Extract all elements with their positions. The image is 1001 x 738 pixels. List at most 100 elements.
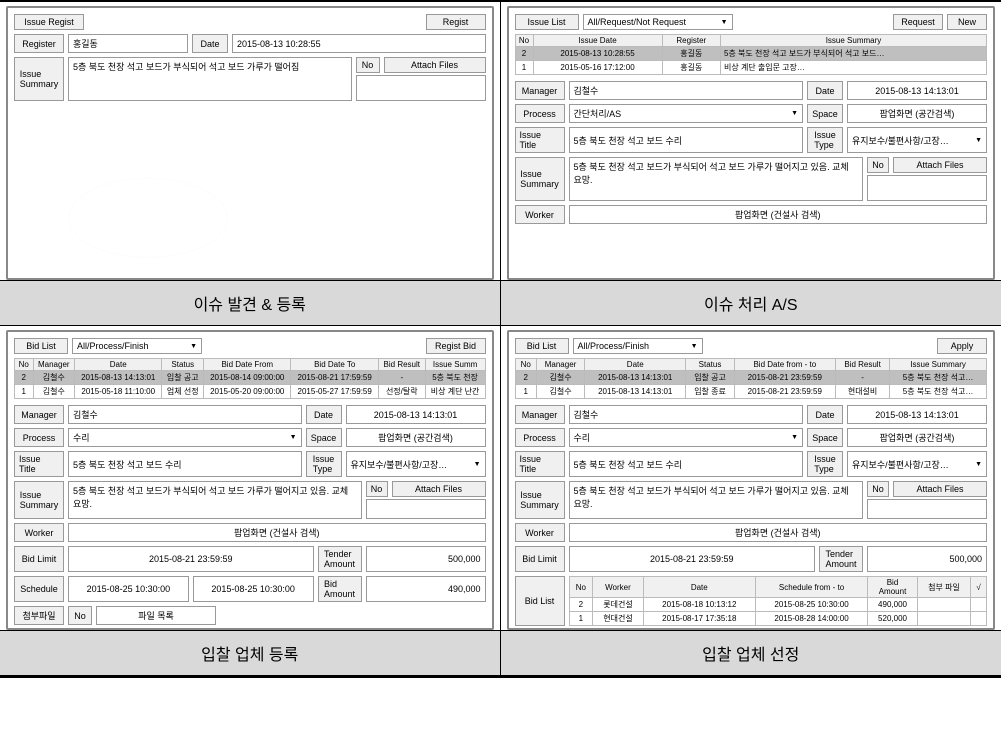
caption-3: 입찰 업체 등록	[0, 630, 501, 676]
bid-table: NoManagerDateStatusBid Date FromBid Date…	[14, 358, 486, 399]
attach-files-label: Attach Files	[893, 157, 987, 173]
worker-label: Worker	[515, 205, 565, 224]
bid-regist-panel: Bid List All/Process/Finish▼ Regist Bid …	[6, 330, 494, 630]
manager-label: Manager	[14, 405, 64, 424]
bid-limit-label: Bid Limit	[515, 546, 565, 572]
worker-value[interactable]: 팝업화면 (건설사 검색)	[569, 205, 988, 224]
bid-select-panel: Bid List All/Process/Finish▼ Apply NoMan…	[507, 330, 996, 630]
chevron-down-icon: ▼	[975, 461, 982, 468]
summary-value[interactable]: 5층 북도 천장 석고 보드가 부식되어 석고 보드 가루가 떨어지고 있음. …	[569, 157, 864, 201]
attach-area[interactable]	[366, 499, 486, 519]
bid-amount-value[interactable]: 490,000	[366, 576, 486, 602]
manager-value: 김철수	[569, 81, 804, 100]
chevron-down-icon: ▼	[474, 461, 481, 468]
process-dropdown[interactable]: 수리▼	[569, 428, 804, 447]
tender-amount-value[interactable]: 500,000	[366, 546, 486, 572]
process-dropdown[interactable]: 간단처리/AS▼	[569, 104, 804, 123]
chevron-down-icon: ▼	[791, 434, 798, 441]
process-label: Process	[515, 104, 565, 123]
issue-title-label: Issue Title	[14, 451, 64, 477]
attach2-list[interactable]: 파일 목록	[96, 606, 216, 625]
tender-amount-label: Tender Amount	[318, 546, 362, 572]
filter-dropdown[interactable]: All/Process/Finish▼	[573, 338, 703, 354]
worker-bid-table: NoWorkerDateSchedule from - toBid Amount…	[569, 576, 988, 626]
regist-bid-button[interactable]: Regist Bid	[426, 338, 486, 354]
caption-4: 입찰 업체 선정	[501, 630, 1001, 676]
date-label: Date	[306, 405, 342, 424]
space-label: Space	[807, 104, 843, 123]
bid-limit-value[interactable]: 2015-08-21 23:59:59	[569, 546, 816, 572]
manager-label: Manager	[515, 405, 565, 424]
panel-title: Bid List	[14, 338, 68, 354]
schedule-from[interactable]: 2015-08-25 10:30:00	[68, 576, 189, 602]
summary-value[interactable]: 5층 북도 천장 석고 보드가 부식되어 석고 보드 가루가 떨어짐	[68, 57, 352, 101]
process-label: Process	[515, 428, 565, 447]
date-label: Date	[192, 34, 228, 53]
apply-button[interactable]: Apply	[937, 338, 987, 354]
schedule-to[interactable]: 2015-08-25 10:30:00	[193, 576, 314, 602]
filter-dropdown[interactable]: All/Request/Not Request▼	[583, 14, 733, 30]
issue-title-value[interactable]: 5층 북도 천장 석고 보드 수리	[569, 451, 804, 477]
schedule-label: Schedule	[14, 576, 64, 602]
chevron-down-icon: ▼	[190, 343, 197, 350]
summary-value[interactable]: 5층 북도 천장 석고 보드가 부식되어 석고 보드 가루가 떨어지고 있음. …	[569, 481, 864, 519]
bottom-row: Bid List All/Process/Finish▼ Regist Bid …	[0, 326, 1001, 630]
summary-label: Issue Summary	[14, 57, 64, 101]
issue-title-value[interactable]: 5층 북도 천장 석고 보드 수리	[68, 451, 302, 477]
tender-amount-label: Tender Amount	[819, 546, 863, 572]
register-label: Register	[14, 34, 64, 53]
summary-value[interactable]: 5층 북도 천장 석고 보드가 부식되어 석고 보드 가루가 떨어지고 있음. …	[68, 481, 362, 519]
chevron-down-icon: ▼	[691, 343, 698, 350]
issue-type-dropdown[interactable]: 유지보수/불편사항/고장…▼	[346, 451, 486, 477]
issue-title-label: Issue Title	[515, 451, 565, 477]
bid-limit-value[interactable]: 2015-08-21 23:59:59	[68, 546, 314, 572]
issue-title-value[interactable]: 5층 북도 천장 석고 보드 수리	[569, 127, 804, 153]
process-label: Process	[14, 428, 64, 447]
issue-type-dropdown[interactable]: 유지보수/불편사항/고장…▼	[847, 127, 987, 153]
attach-no-label: No	[366, 481, 388, 497]
attach-no-label: No	[356, 57, 380, 73]
tender-amount-value[interactable]: 500,000	[867, 546, 987, 572]
space-value[interactable]: 팝업화면 (공간검색)	[346, 428, 486, 447]
table-row[interactable]: 2김철수2015-08-13 14:13:01입찰 공고2015-08-14 0…	[15, 371, 486, 385]
table-row[interactable]: 1현대건설2015-08-17 17:35:182015-08-28 14:00…	[569, 612, 987, 626]
bid-limit-label: Bid Limit	[14, 546, 64, 572]
caption-1: 이슈 발견 & 등록	[0, 280, 501, 326]
issue-list-panel: Issue List All/Request/Not Request▼ Requ…	[507, 6, 996, 280]
space-value[interactable]: 팝업화면 (공간검색)	[847, 104, 987, 123]
top-row: Issue Regist Regist Register 홍길동 Date 20…	[0, 2, 1001, 280]
table-row[interactable]: 2롯데건설2015-08-18 10:13:122015-08-25 10:30…	[569, 598, 987, 612]
table-row[interactable]: 22015-08-13 10:28:55홍길동5층 북도 천장 석고 보드가 부…	[515, 47, 987, 61]
process-dropdown[interactable]: 수리▼	[68, 428, 302, 447]
attach-area[interactable]	[867, 175, 987, 201]
chevron-down-icon: ▼	[290, 434, 297, 441]
request-button[interactable]: Request	[893, 14, 943, 30]
space-value[interactable]: 팝업화면 (공간검색)	[847, 428, 987, 447]
attach-area[interactable]	[867, 499, 987, 519]
chevron-down-icon: ▼	[975, 137, 982, 144]
filter-dropdown[interactable]: All/Process/Finish▼	[72, 338, 202, 354]
date-label: Date	[807, 405, 843, 424]
attach-area[interactable]	[356, 75, 486, 101]
manager-value: 김철수	[68, 405, 302, 424]
space-label: Space	[807, 428, 843, 447]
regist-button[interactable]: Regist	[426, 14, 486, 30]
table-row[interactable]: 2김철수2015-08-13 14:13:01입찰 공고2015-08-21 2…	[515, 371, 987, 385]
date-value: 2015-08-13 10:28:55	[232, 34, 486, 53]
issue-type-dropdown[interactable]: 유지보수/불편사항/고장…▼	[847, 451, 987, 477]
bid-table: NoManagerDateStatusBid Date from - toBid…	[515, 358, 988, 399]
worker-value[interactable]: 팝업화면 (건설사 검색)	[68, 523, 486, 542]
table-row[interactable]: 1김철수2015-08-13 14:13:01입찰 종료2015-08-21 2…	[515, 385, 987, 399]
table-row[interactable]: 1김철수2015-05-18 11:10:00업체 선정2015-05-20 0…	[15, 385, 486, 399]
worker-label: Worker	[515, 523, 565, 542]
attach-no-label: No	[867, 481, 889, 497]
worker-value[interactable]: 팝업화면 (건설사 검색)	[569, 523, 988, 542]
space-label: Space	[306, 428, 342, 447]
attach2-no: No	[68, 606, 92, 625]
summary-label: Issue Summary	[515, 157, 565, 201]
table-row[interactable]: 12015-05-16 17:12:00홍길동비상 계단 출입문 고장…	[515, 61, 987, 75]
chevron-down-icon: ▼	[721, 19, 728, 26]
date-value: 2015-08-13 14:13:01	[346, 405, 486, 424]
new-button[interactable]: New	[947, 14, 987, 30]
issue-title-label: Issue Title	[515, 127, 565, 153]
